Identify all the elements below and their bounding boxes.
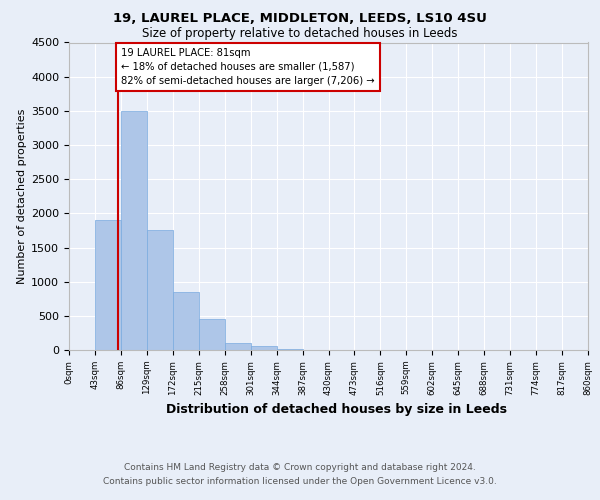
Text: Contains public sector information licensed under the Open Government Licence v3: Contains public sector information licen… (103, 478, 497, 486)
Y-axis label: Number of detached properties: Number of detached properties (17, 108, 27, 284)
Text: 19 LAUREL PLACE: 81sqm
← 18% of detached houses are smaller (1,587)
82% of semi-: 19 LAUREL PLACE: 81sqm ← 18% of detached… (121, 48, 374, 86)
Bar (173, 292, 199, 350)
Text: 19, LAUREL PLACE, MIDDLETON, LEEDS, LS10 4SU: 19, LAUREL PLACE, MIDDLETON, LEEDS, LS10… (113, 12, 487, 26)
Bar (251, 346, 277, 350)
Bar (147, 230, 173, 350)
Text: Distribution of detached houses by size in Leeds: Distribution of detached houses by size … (166, 402, 506, 415)
Text: Contains HM Land Registry data © Crown copyright and database right 2024.: Contains HM Land Registry data © Crown c… (124, 462, 476, 471)
Bar (121, 111, 147, 350)
Bar (199, 320, 224, 350)
Text: Size of property relative to detached houses in Leeds: Size of property relative to detached ho… (142, 28, 458, 40)
Bar (225, 343, 251, 350)
Bar (95, 220, 121, 350)
